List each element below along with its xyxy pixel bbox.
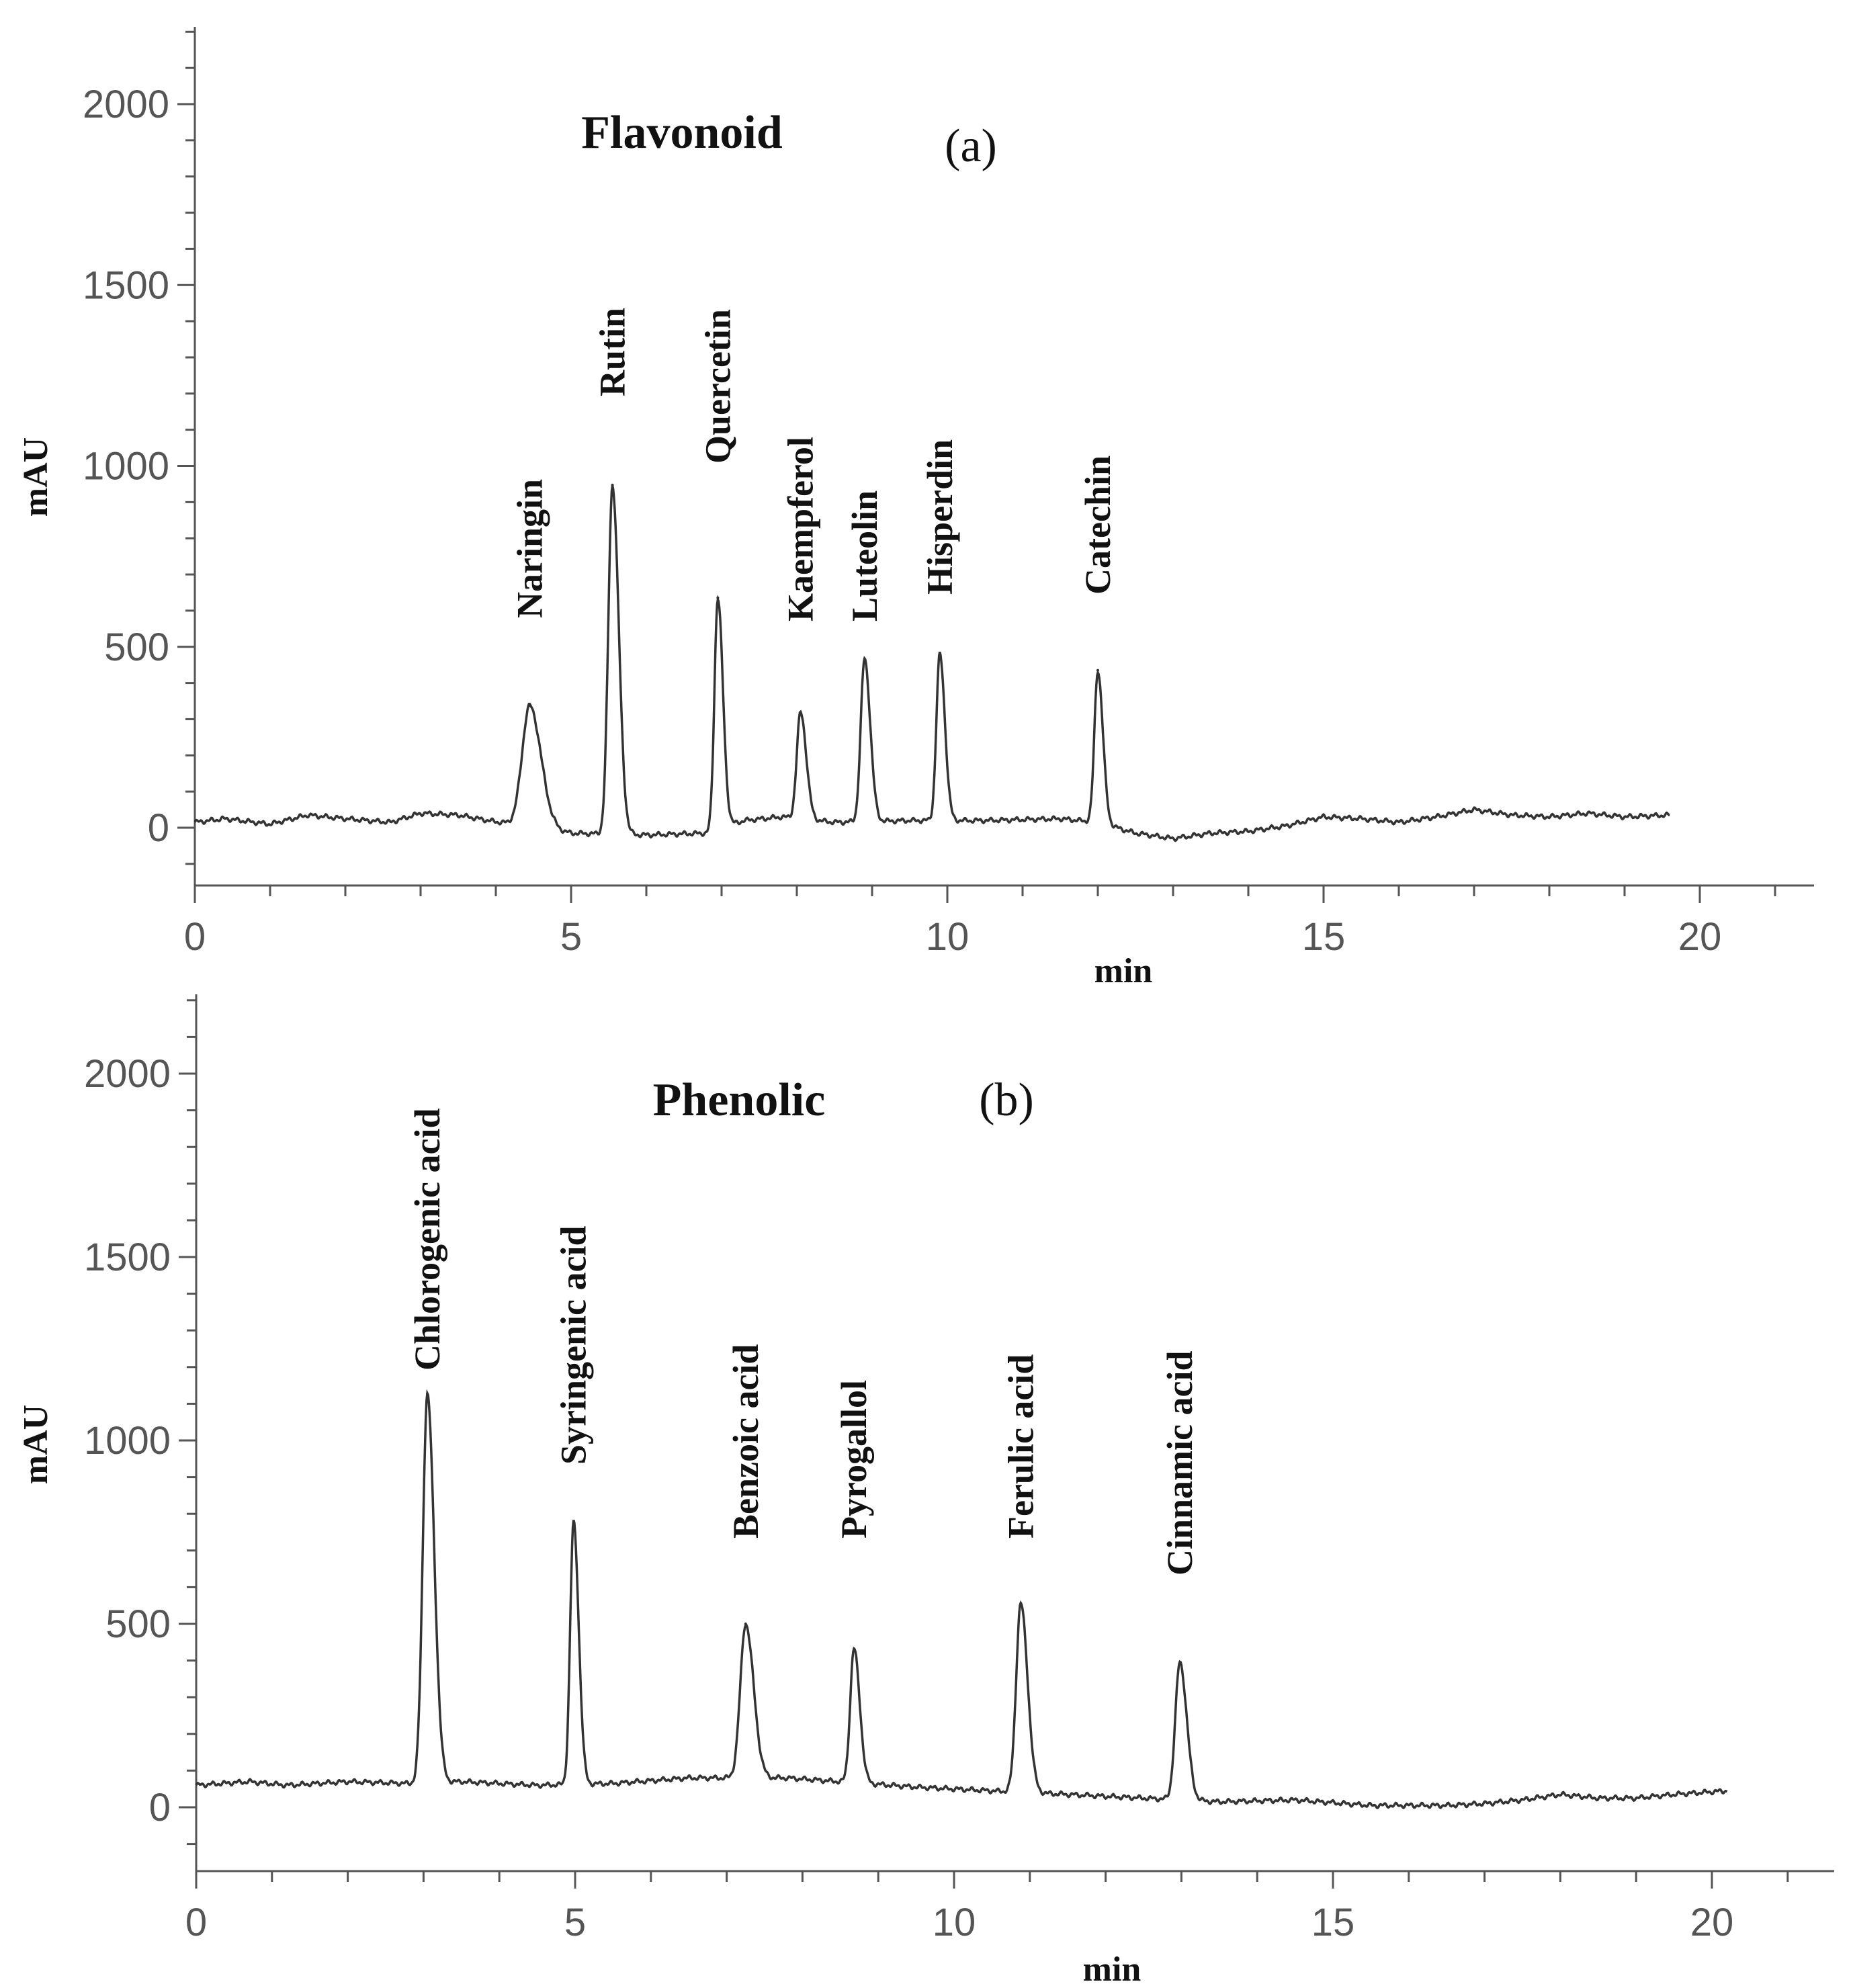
x-tick-label: 10 — [926, 915, 969, 959]
y-tick-label: 1500 — [83, 263, 169, 307]
x-tick-label: 10 — [933, 1901, 976, 1944]
peak-apex-point — [1096, 668, 1099, 672]
x-tick-label: 20 — [1690, 1901, 1734, 1944]
peak-apex-point — [938, 652, 941, 656]
peak-apex-point — [572, 1520, 575, 1524]
y-axis-title: mAU — [17, 437, 55, 517]
y-tick-label: 2000 — [83, 83, 169, 126]
peak-label: Rutin — [593, 308, 633, 396]
panel-label: (b) — [979, 1074, 1034, 1126]
peak-apex-point — [853, 1647, 856, 1650]
y-tick-label: 0 — [148, 806, 169, 850]
chromatogram-trace — [193, 485, 1670, 842]
x-tick-label: 0 — [185, 1901, 207, 1944]
peak-label: Kaempferol — [781, 437, 821, 621]
panel-b-phenolic: 0 500 1000 1500 2000 0 5 10 15 20 min mAU Phenolic (b… — [17, 994, 1834, 1988]
peak-apex-point — [611, 483, 614, 486]
peak-apex-point — [1019, 1602, 1023, 1605]
peak-apex-point — [863, 657, 866, 660]
peak-label: Ferulic acid — [1000, 1354, 1041, 1539]
peak-apex-point — [528, 704, 531, 707]
peak-apex-point — [799, 710, 802, 714]
y-tick-label: 500 — [105, 1602, 171, 1646]
y-tick-label: 2000 — [84, 1052, 171, 1096]
chromatogram-trace — [195, 1389, 1728, 1809]
chart-title: Flavonoid — [581, 107, 783, 159]
panel-a-flavonoid: 0 500 1000 1500 2000 0 5 10 15 20 min mAU Flavonoid (… — [17, 27, 1814, 990]
peak-label: Luteolin — [845, 490, 885, 621]
x-tick-label: 0 — [184, 915, 206, 959]
peak-label: Benzoic acid — [726, 1344, 766, 1539]
peak-label: Hisperdin — [920, 439, 960, 595]
x-tick-label: 5 — [560, 915, 582, 959]
y-tick-label: 500 — [104, 625, 169, 669]
x-tick-label: 5 — [564, 1901, 586, 1944]
peak-label: Catechin — [1078, 456, 1118, 595]
y-tick-label: 0 — [149, 1786, 171, 1829]
peak-apex-point — [744, 1623, 747, 1625]
peak-apex-point — [1178, 1661, 1182, 1664]
x-tick-label: 15 — [1311, 1901, 1355, 1944]
peak-label: Naringin — [509, 479, 550, 618]
y-tick-label: 1500 — [84, 1236, 171, 1279]
peak-label: Chlorogenic acid — [407, 1109, 447, 1371]
peak-apex-point — [426, 1392, 429, 1395]
x-axis-title: min — [1094, 952, 1153, 990]
peak-label: Syringenic acid — [554, 1225, 594, 1465]
x-tick-label: 15 — [1302, 915, 1346, 959]
peak-label: Cinnamic acid — [1160, 1350, 1200, 1575]
peak-label: Quercetin — [697, 309, 738, 464]
y-axis-title: mAU — [17, 1405, 55, 1484]
chart-title: Phenolic — [653, 1074, 826, 1126]
x-tick-label: 20 — [1678, 915, 1722, 959]
y-tick-label: 1000 — [83, 445, 169, 488]
peak-apex-point — [716, 596, 720, 599]
panel-label: (a) — [945, 120, 997, 172]
x-axis-title: min — [1083, 1950, 1141, 1988]
peak-label: Pyrogallol — [834, 1380, 874, 1539]
y-tick-label: 1000 — [84, 1419, 171, 1463]
